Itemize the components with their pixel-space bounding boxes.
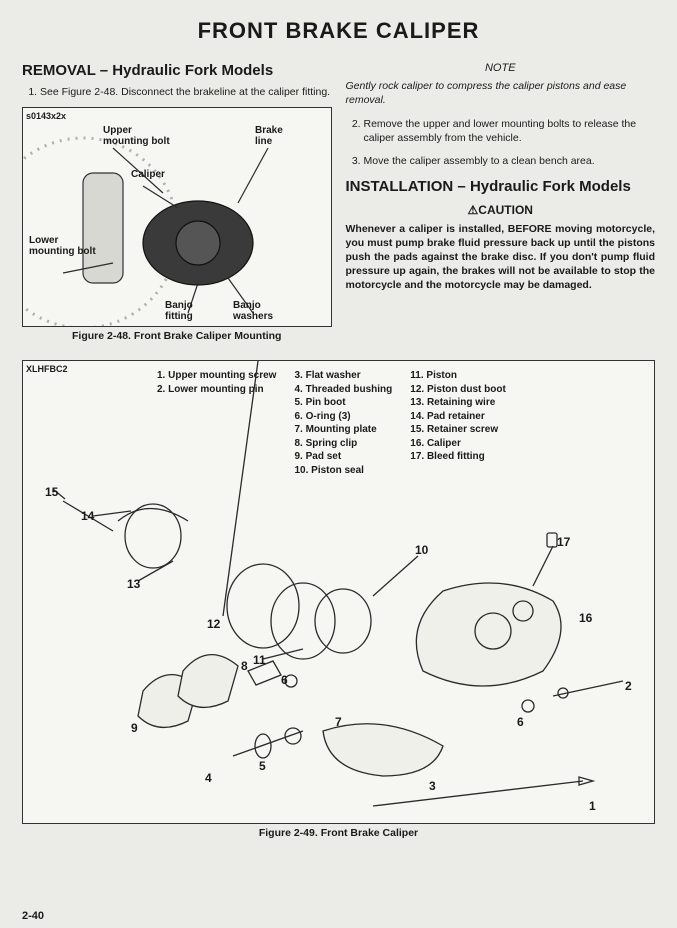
callout-banjo-washers: Banjowashers [233, 301, 273, 322]
page-number: 2-40 [22, 910, 44, 922]
note-body: Gently rock caliper to compress the cali… [346, 80, 656, 107]
num-16: 16 [579, 611, 592, 625]
num-8: 8 [241, 659, 248, 673]
removal-step-1: See Figure 2-48. Disconnect the brakelin… [40, 85, 332, 99]
note-label: NOTE [346, 62, 656, 74]
removal-heading: REMOVAL – Hydraulic Fork Models [22, 62, 332, 79]
num-9: 9 [131, 721, 138, 735]
figure-49-caption: Figure 2-49. Front Brake Caliper [22, 827, 655, 839]
num-7: 7 [335, 715, 342, 729]
callout-banjo-fitting: Banjofitting [165, 301, 193, 322]
two-column-layout: REMOVAL – Hydraulic Fork Models See Figu… [22, 62, 655, 350]
num-4: 4 [205, 771, 212, 785]
num-10: 10 [415, 543, 428, 557]
num-3: 3 [429, 779, 436, 793]
num-2: 2 [625, 679, 632, 693]
left-column: REMOVAL – Hydraulic Fork Models See Figu… [22, 62, 332, 350]
right-column: NOTE Gently rock caliper to compress the… [346, 62, 656, 350]
num-6b: 6 [517, 715, 524, 729]
num-14: 14 [81, 509, 94, 523]
num-17: 17 [557, 535, 570, 549]
figure-49-box: XLHFBC2 1. Upper mounting screw 2. Lower… [22, 360, 655, 824]
figure-48-diagram [23, 108, 332, 326]
figure-48-caption: Figure 2-48. Front Brake Caliper Mountin… [22, 330, 332, 342]
num-1: 1 [589, 799, 596, 813]
callout-lower-bolt: Lowermounting bolt [29, 236, 96, 257]
num-12: 12 [207, 617, 220, 631]
num-11: 11 [253, 653, 266, 667]
installation-heading: INSTALLATION – Hydraulic Fork Models [346, 178, 656, 195]
num-13: 13 [127, 577, 140, 591]
removal-step-3: Move the caliper assembly to a clean ben… [364, 154, 656, 168]
callout-upper-bolt: Uppermounting bolt [103, 126, 170, 147]
num-5: 5 [259, 759, 266, 773]
figure-48-box: s0143x2x Uppermounting bolt Brakeline Ca [22, 107, 332, 327]
removal-steps-cont: Remove the upper and lower mounting bolt… [346, 117, 656, 168]
num-15: 15 [45, 485, 58, 499]
num-6a: 6 [281, 673, 288, 687]
removal-steps: See Figure 2-48. Disconnect the brakelin… [22, 85, 332, 99]
caution-label: CAUTION [346, 203, 656, 217]
caution-body: Whenever a caliper is installed, BEFORE … [346, 222, 656, 293]
figure-49-diagram [23, 361, 653, 823]
page-title: FRONT BRAKE CALIPER [22, 18, 655, 44]
callout-caliper: Caliper [131, 170, 165, 181]
callout-brake-line: Brakeline [255, 126, 283, 147]
removal-step-2: Remove the upper and lower mounting bolt… [364, 117, 656, 145]
